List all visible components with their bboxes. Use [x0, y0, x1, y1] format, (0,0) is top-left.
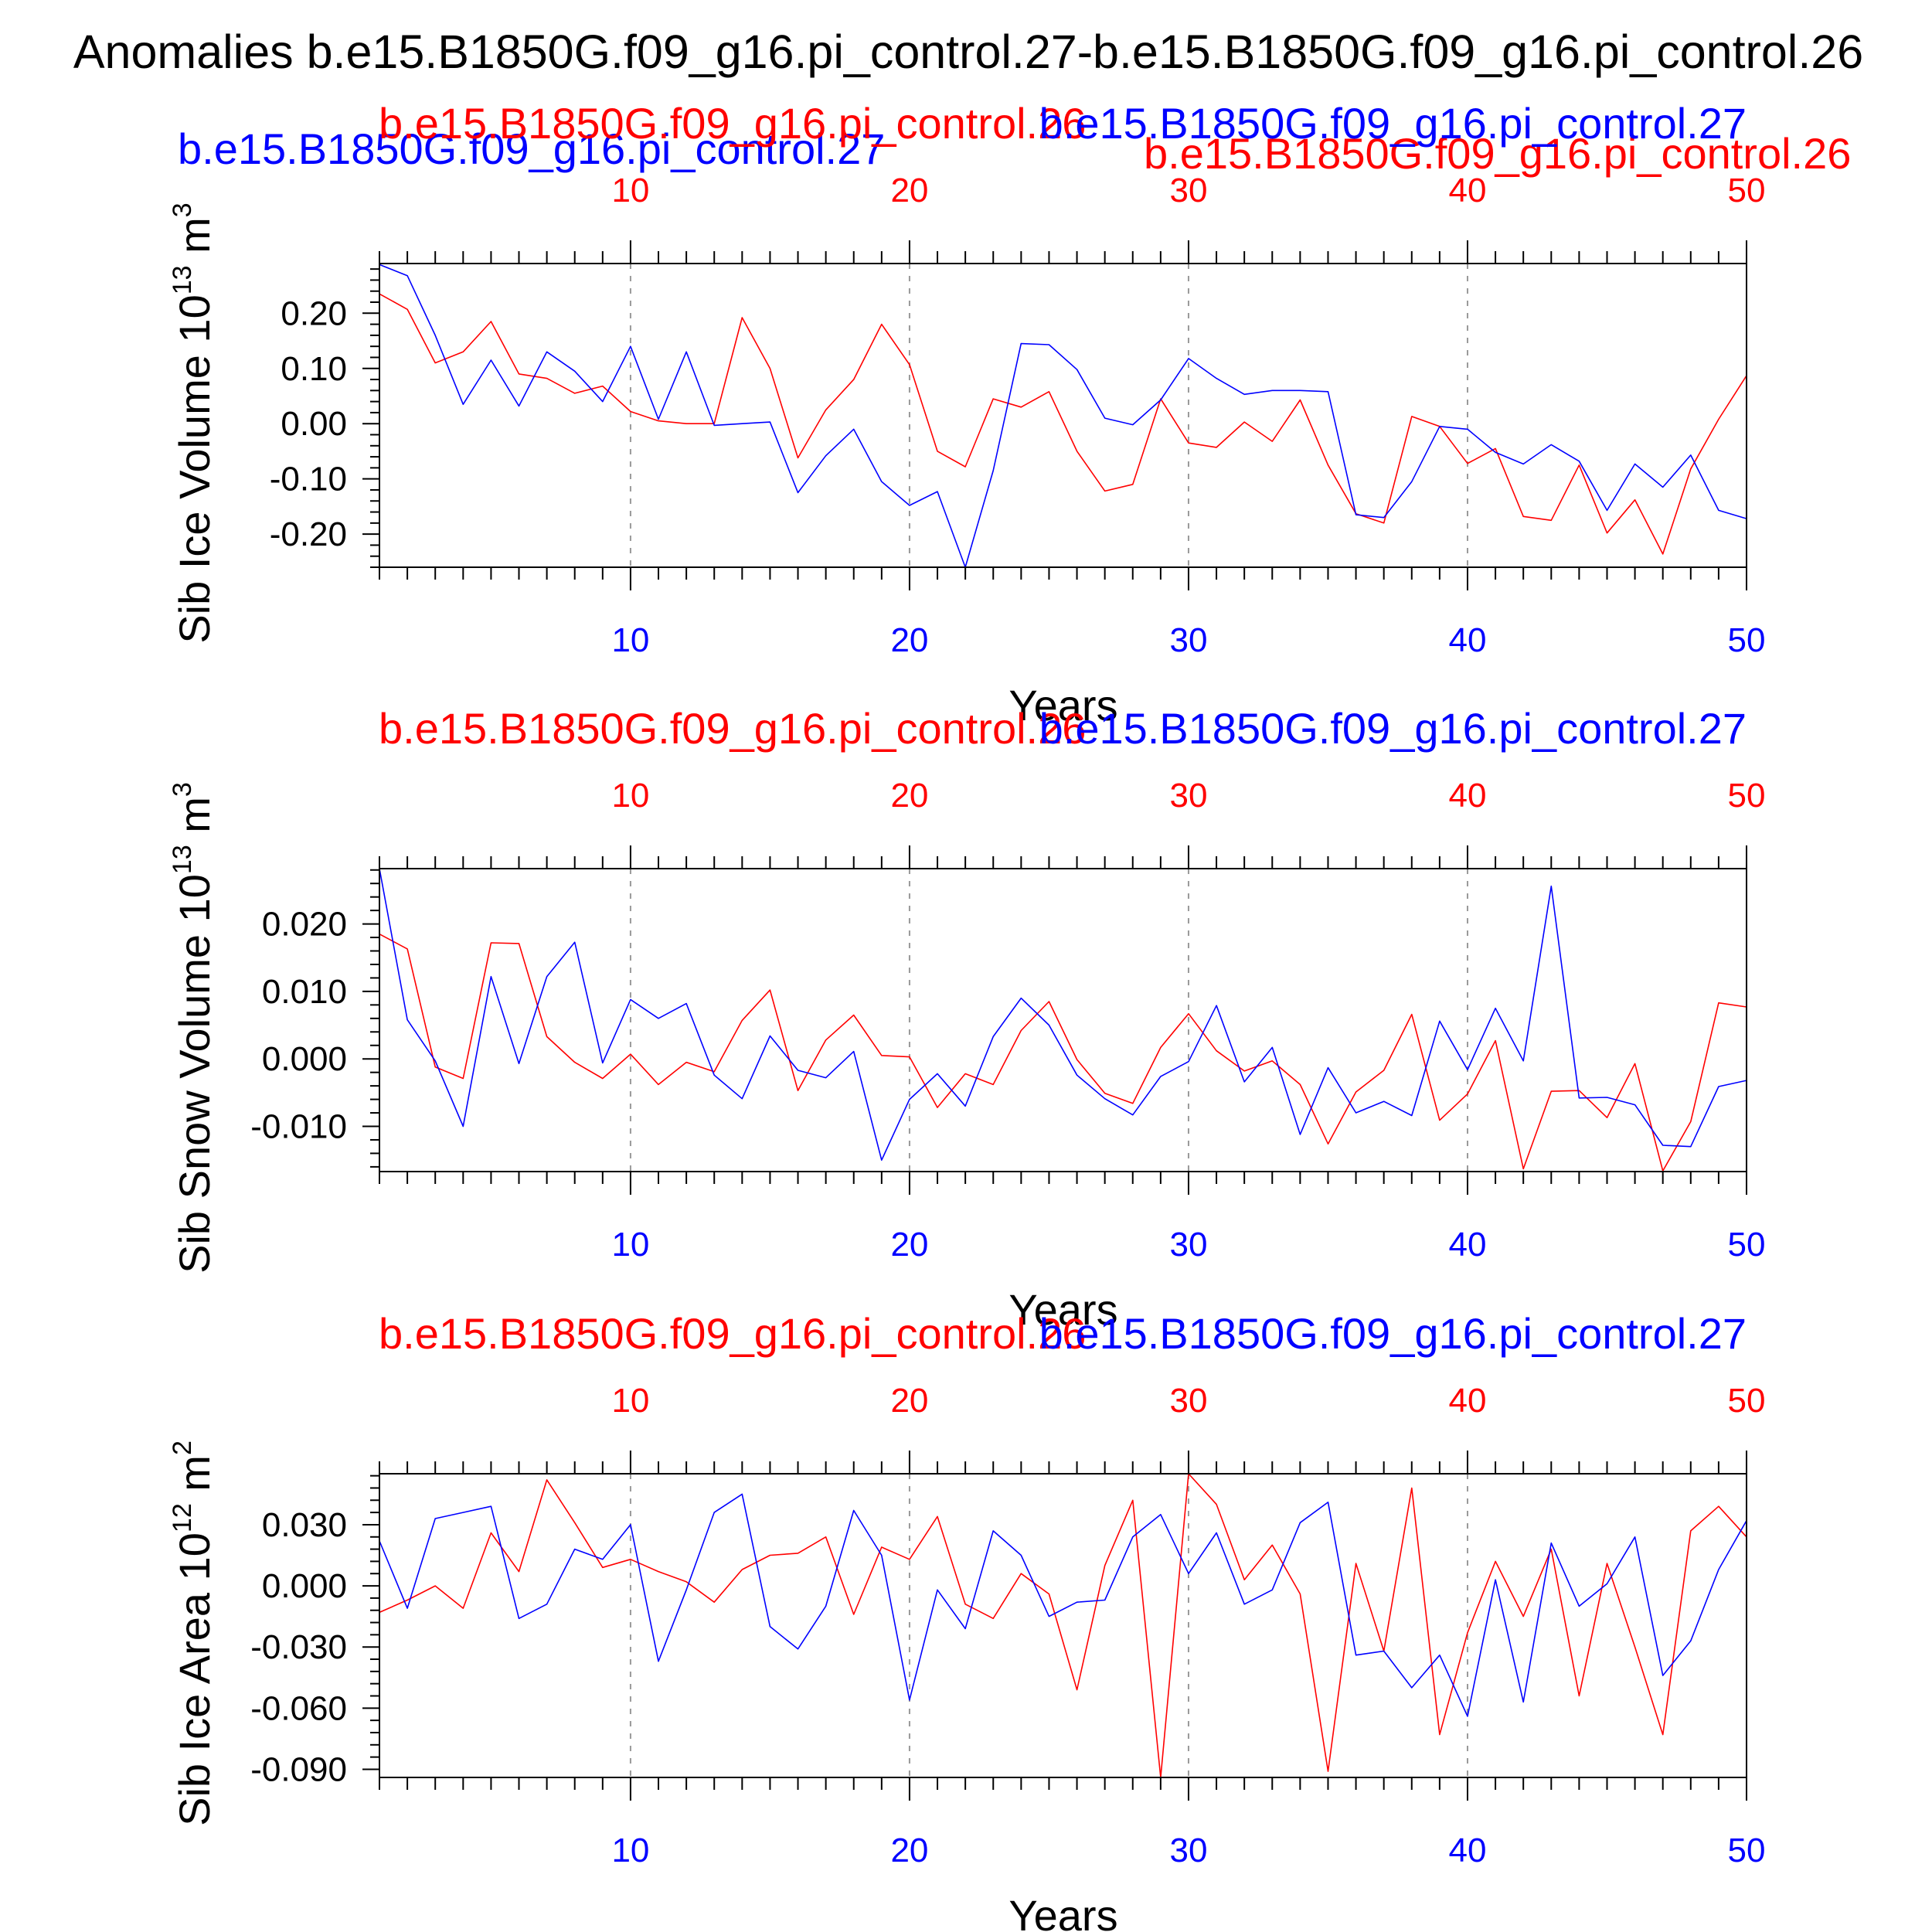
y-axis-title: Sib Ice Volume 1013 m3: [168, 202, 219, 643]
series-line: [379, 1493, 1747, 1717]
x-tick-label-top: 40: [1449, 1382, 1487, 1420]
y-tick-label: -0.030: [250, 1628, 347, 1666]
x-tick-label-top: 30: [1169, 172, 1207, 209]
y-axis-title: Sib Snow Volume 1013 m3: [168, 782, 219, 1274]
x-tick-label-top: 20: [890, 1382, 928, 1420]
x-tick-label-top: 30: [1169, 1382, 1207, 1420]
y-tick-label: 0.010: [262, 973, 347, 1011]
x-tick-label-top: 40: [1449, 777, 1487, 815]
x-axis-title: Years: [1009, 1285, 1117, 1334]
x-tick-label-bottom: 10: [611, 1832, 649, 1869]
y-tick-label: -0.20: [270, 515, 347, 553]
y-tick-label: 0.00: [281, 405, 347, 443]
x-tick-label-bottom: 40: [1449, 1832, 1487, 1869]
x-tick-label-top: 10: [611, 777, 649, 815]
x-axis-title: Years: [1009, 681, 1117, 730]
x-tick-label-bottom: 40: [1449, 621, 1487, 659]
x-tick-label-top: 20: [890, 777, 928, 815]
x-tick-label-bottom: 50: [1728, 1832, 1766, 1869]
series-label-blue: b.e15.B1850G.f09_g16.pi_control.27: [1039, 1309, 1747, 1358]
x-tick-label-bottom: 10: [611, 1226, 649, 1264]
y-tick-label: 0.020: [262, 906, 347, 944]
y-tick-label: 0.20: [281, 294, 347, 332]
y-tick-label: -0.090: [250, 1750, 347, 1788]
series-line: [379, 933, 1747, 1172]
top-overlay-label-blue: b.e15.B1850G.f09_g16.pi_control.27: [178, 124, 885, 173]
series-label-red: b.e15.B1850G.f09_g16.pi_control.26: [379, 704, 1086, 753]
x-tick-label-top: 20: [890, 172, 928, 209]
series-line: [379, 868, 1747, 1161]
series-label-blue: b.e15.B1850G.f09_g16.pi_control.27: [1039, 99, 1747, 148]
top-overlay-label-red: b.e15.B1850G.f09_g16.pi_control.26: [1144, 129, 1851, 178]
series-line: [379, 264, 1747, 568]
x-tick-label-top: 10: [611, 1382, 649, 1420]
series-label-red: b.e15.B1850G.f09_g16.pi_control.26: [379, 1309, 1086, 1358]
x-tick-label-bottom: 30: [1169, 621, 1207, 659]
x-axis-title: Years: [1009, 1891, 1117, 1932]
x-tick-label-top: 10: [611, 172, 649, 209]
x-tick-label-top: 50: [1728, 1382, 1766, 1420]
x-tick-label-bottom: 20: [890, 621, 928, 659]
chart-panel-3: 10 10 20 20 30 30 40 40 50 50 -0.090 -0.060 -0.030 0.…: [168, 1309, 1765, 1932]
y-tick-label: 0.000: [262, 1567, 347, 1605]
y-axis-title: Sib Ice Area 1012 m2: [168, 1440, 219, 1826]
x-tick-label-bottom: 20: [890, 1832, 928, 1869]
plot-frame: [379, 1473, 1747, 1778]
chart-panel-2: 10 10 20 20 30 30 40 40 50 50 -0.010 0.000 0.010 0.02…: [168, 704, 1765, 1334]
y-tick-label: 0.000: [262, 1040, 347, 1078]
y-tick-label: 0.10: [281, 350, 347, 388]
y-tick-label: -0.060: [250, 1689, 347, 1727]
x-tick-label-top: 30: [1169, 777, 1207, 815]
x-tick-label-bottom: 30: [1169, 1832, 1207, 1869]
y-tick-label: -0.10: [270, 461, 347, 498]
series-label-red: b.e15.B1850G.f09_g16.pi_control.26: [379, 99, 1086, 148]
x-tick-label-bottom: 40: [1449, 1226, 1487, 1264]
page-title: Anomalies b.e15.B1850G.f09_g16.pi_contro…: [73, 26, 1863, 78]
x-tick-label-bottom: 10: [611, 621, 649, 659]
plot-frame: [379, 263, 1747, 568]
x-tick-label-bottom: 30: [1169, 1226, 1207, 1264]
y-tick-label: -0.010: [250, 1108, 347, 1146]
series-label-blue: b.e15.B1850G.f09_g16.pi_control.27: [1039, 704, 1747, 753]
x-tick-label-top: 40: [1449, 172, 1487, 209]
x-tick-label-top: 50: [1728, 777, 1766, 815]
x-tick-label-bottom: 50: [1728, 1226, 1766, 1264]
chart-panel-1: 10 10 20 20 30 30 40 40 50 50 -0.20 -0.10 0.00 0.10 0.…: [168, 99, 1765, 730]
chart-panels: 10 10 20 20 30 30 40 40 50 50 -0.20 -0.10 0.00 0.10 0.…: [168, 99, 1765, 1932]
x-tick-label-top: 50: [1728, 172, 1766, 209]
series-line: [379, 293, 1747, 555]
series-line: [379, 1473, 1747, 1778]
y-tick-label: 0.030: [262, 1506, 347, 1544]
x-tick-label-bottom: 20: [890, 1226, 928, 1264]
plot-frame: [379, 868, 1747, 1172]
x-tick-label-bottom: 50: [1728, 621, 1766, 659]
